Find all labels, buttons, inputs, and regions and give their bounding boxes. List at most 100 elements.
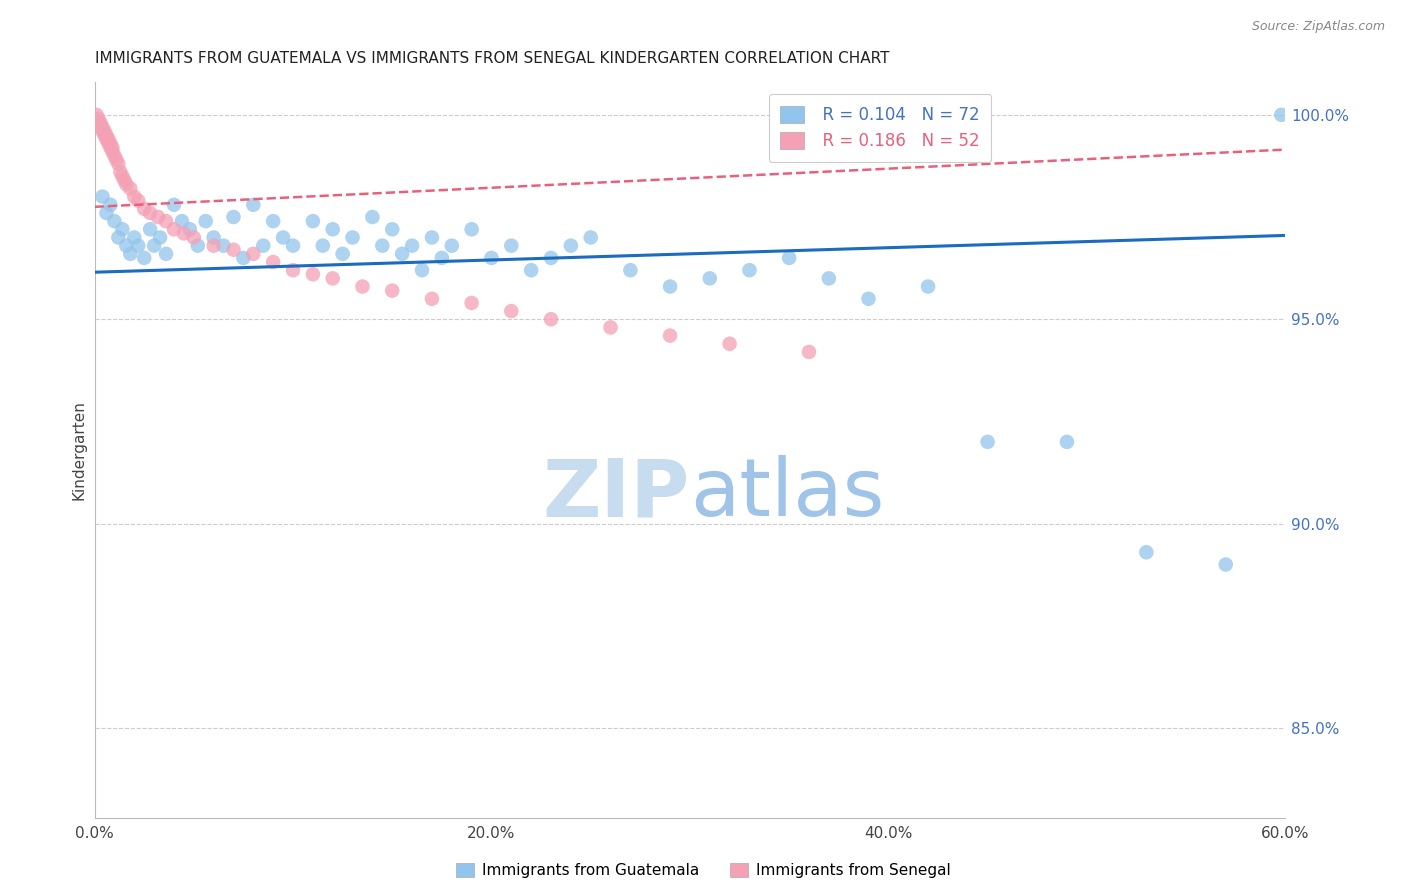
Point [96,132,118,146]
Point [120,247,142,261]
Text: Source: ZipAtlas.com: Source: ZipAtlas.com [1251,20,1385,33]
Point [105,153,128,167]
Point [560,238,582,252]
Point [87,112,110,126]
Point [86,108,108,122]
Point [520,263,543,277]
Point [579,230,602,244]
Point [481,251,503,265]
Point [738,263,761,277]
Point [222,210,245,224]
Point [817,271,839,285]
Point [381,222,404,236]
Point [194,214,217,228]
Point [501,238,523,252]
Point [718,336,741,351]
Point [183,230,205,244]
Point [143,238,166,252]
Point [797,345,820,359]
Point [322,271,344,285]
Point [1270,108,1292,122]
Point [262,214,284,228]
Point [778,251,800,265]
Point [232,251,254,265]
Point [146,210,169,224]
Point [111,169,134,183]
Point [222,243,245,257]
Point [89,120,111,134]
Point [122,230,145,244]
Point [93,128,115,143]
Point [110,165,132,179]
Text: ZIP: ZIP [543,455,690,533]
Point [391,247,413,261]
Point [139,222,162,236]
Point [202,238,225,252]
Point [87,116,110,130]
Point [173,227,195,241]
Point [155,247,177,261]
Point [91,189,114,203]
Point [100,136,122,151]
Point [312,238,335,252]
Point [100,140,122,154]
Point [262,255,284,269]
Point [411,263,433,277]
Point [361,210,384,224]
Point [96,128,118,143]
Point [430,251,453,265]
Point [858,292,880,306]
Point [599,320,621,334]
Point [440,238,463,252]
Point [332,247,354,261]
Point [281,263,304,277]
Point [460,296,482,310]
Point [540,312,562,326]
Point [89,116,111,130]
Point [127,238,149,252]
Point [122,189,145,203]
Point [699,271,721,285]
Point [242,247,264,261]
Point [1135,545,1157,559]
Point [127,194,149,208]
Point [917,279,939,293]
Point [1056,434,1078,449]
Point [91,124,114,138]
Point [976,434,998,449]
Point [460,222,482,236]
Point [271,230,294,244]
Point [302,214,325,228]
Point [107,230,129,244]
Point [107,157,129,171]
Point [101,145,124,159]
Point [170,214,193,228]
Point [352,279,374,293]
Point [322,222,344,236]
Point [659,279,682,293]
Point [155,214,177,228]
Point [420,230,443,244]
Legend: Immigrants from Guatemala, Immigrants from Senegal: Immigrants from Guatemala, Immigrants fr… [450,857,956,884]
Point [115,178,138,192]
Point [100,198,122,212]
Point [401,238,423,252]
Point [112,173,135,187]
Point [93,124,115,138]
Point [103,214,125,228]
Point [96,206,118,220]
Point [134,202,156,216]
Point [202,230,225,244]
Y-axis label: Kindergarten: Kindergarten [72,401,86,500]
Point [120,181,142,195]
Point [420,292,443,306]
Point [381,284,404,298]
Point [91,120,114,134]
Point [103,149,125,163]
Point [115,238,138,252]
Point [501,304,523,318]
Point [134,251,156,265]
Point [179,222,201,236]
Point [139,206,162,220]
Text: IMMIGRANTS FROM GUATEMALA VS IMMIGRANTS FROM SENEGAL KINDERGARTEN CORRELATION CH: IMMIGRANTS FROM GUATEMALA VS IMMIGRANTS … [94,51,889,66]
